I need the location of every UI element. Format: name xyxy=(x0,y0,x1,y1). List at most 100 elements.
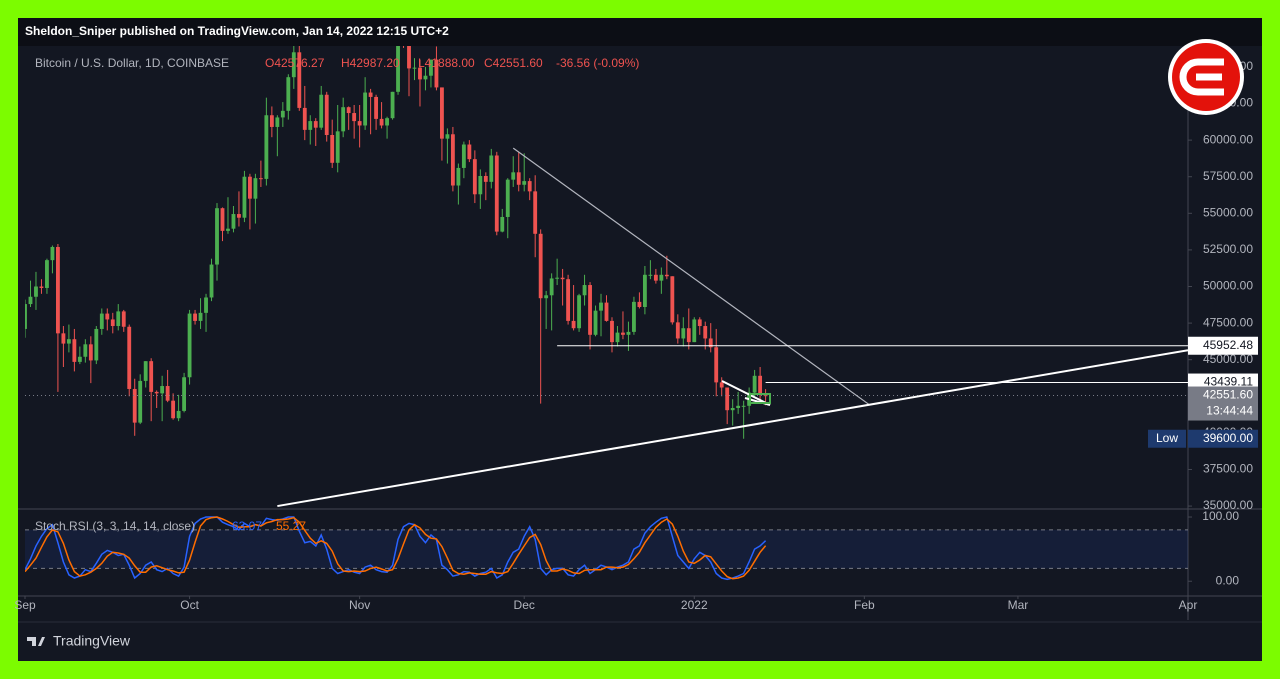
candle-body xyxy=(154,391,159,394)
y-tick-label: 50000.00 xyxy=(1203,279,1253,293)
x-tick-label: Mar xyxy=(1008,598,1029,612)
candle-body xyxy=(423,75,428,80)
candle-body xyxy=(220,208,225,231)
candle-body xyxy=(253,178,258,199)
candle-body xyxy=(467,144,472,160)
candle-body xyxy=(637,301,642,307)
candle-body xyxy=(483,175,488,182)
overlay xyxy=(721,380,771,406)
candle-body xyxy=(714,347,719,383)
candle-body xyxy=(434,59,439,88)
price-tag-label: 45952.48 xyxy=(1203,338,1253,352)
footer-brand: TradingView xyxy=(53,633,131,649)
indicator-value: 63.07 xyxy=(232,519,262,533)
candle-body xyxy=(758,375,763,395)
candle-body xyxy=(538,233,543,299)
chart-background xyxy=(18,18,1262,661)
candle-body xyxy=(88,344,93,361)
candle-body xyxy=(209,264,214,298)
y-tick-label: 35000.00 xyxy=(1203,498,1253,512)
x-tick-label: 2022 xyxy=(681,598,708,612)
candle-body xyxy=(615,332,620,343)
x-tick-label: Dec xyxy=(514,598,535,612)
candle-body xyxy=(703,326,708,339)
candle-body xyxy=(610,320,614,343)
indicator-title: Stoch RSI (3, 3, 14, 14, close) xyxy=(35,519,195,533)
candle-body xyxy=(407,46,411,69)
candle-body xyxy=(308,121,313,130)
candle-body xyxy=(143,361,148,381)
candle-body xyxy=(280,110,285,118)
candle-body xyxy=(215,208,219,265)
candle-body xyxy=(741,405,746,407)
candle-body xyxy=(324,94,329,135)
candle-body xyxy=(165,386,170,401)
stoch-line xyxy=(25,516,767,581)
candle-body xyxy=(204,297,208,313)
candle-body xyxy=(269,115,274,127)
candle-body xyxy=(160,386,165,394)
candle-body xyxy=(549,278,554,296)
candle-body xyxy=(445,134,450,139)
candle-body xyxy=(363,92,368,126)
indicator-value: 55.27 xyxy=(276,519,306,533)
candle-body xyxy=(302,107,307,130)
drawing-box xyxy=(749,393,771,404)
candle-body xyxy=(39,286,44,288)
candle-body xyxy=(681,328,686,339)
candle-body xyxy=(456,167,461,186)
candle-body xyxy=(346,107,351,114)
candle-body xyxy=(544,295,549,299)
candle-body xyxy=(450,134,455,186)
candle-body xyxy=(626,331,631,335)
candle-body xyxy=(198,312,203,321)
candle-body xyxy=(670,276,675,323)
ohlc-value: O42576.27 xyxy=(265,56,325,70)
candle-body xyxy=(736,405,741,408)
candle-body xyxy=(379,118,384,126)
candle-body xyxy=(176,410,181,419)
x-tick-label: Oct xyxy=(180,598,199,612)
y-tick-label: 52500.00 xyxy=(1203,242,1253,256)
candle-body xyxy=(621,332,625,335)
candle-body xyxy=(708,338,713,348)
candle-body xyxy=(385,118,389,126)
x-tick-label: Sep xyxy=(14,598,36,612)
drawing-triangle xyxy=(721,380,771,406)
candle-body xyxy=(571,320,576,329)
candle-body xyxy=(105,313,110,320)
x-tick-label: Apr xyxy=(1179,598,1198,612)
x-tick-label: Feb xyxy=(854,598,875,612)
ohlc-value: L41888.00 xyxy=(418,56,475,70)
candle-body xyxy=(45,260,49,288)
price-tag xyxy=(1188,336,1258,355)
candle-body xyxy=(61,333,66,344)
candle-body xyxy=(675,322,680,339)
candle-body xyxy=(110,319,115,327)
low-tag-name-box xyxy=(1148,429,1186,448)
candle-body xyxy=(588,285,592,335)
candle-body xyxy=(231,214,236,229)
candle-body xyxy=(291,52,296,78)
candle-body xyxy=(258,178,263,180)
low-tag xyxy=(1188,429,1258,448)
candle-body xyxy=(429,59,433,76)
candle-body xyxy=(55,246,60,334)
ohlc-value: H42987.20 xyxy=(341,56,400,70)
candle-body xyxy=(642,274,647,307)
candle-body xyxy=(604,302,609,321)
candle-body xyxy=(730,407,735,411)
candle-body xyxy=(25,304,27,329)
x-tick-label: Nov xyxy=(349,598,370,612)
candle-body xyxy=(648,274,653,276)
price-tag-label: 43439.11 xyxy=(1204,375,1253,389)
candle-body xyxy=(83,344,88,357)
y-tick-label: 57500.00 xyxy=(1203,169,1253,183)
y-tick-label: 55000.00 xyxy=(1203,205,1253,219)
candle-body xyxy=(516,172,521,185)
candle-body xyxy=(396,46,400,92)
candle-body xyxy=(653,274,658,281)
candle-body xyxy=(489,155,494,182)
candle-body xyxy=(368,92,373,97)
candle-body xyxy=(374,96,379,119)
